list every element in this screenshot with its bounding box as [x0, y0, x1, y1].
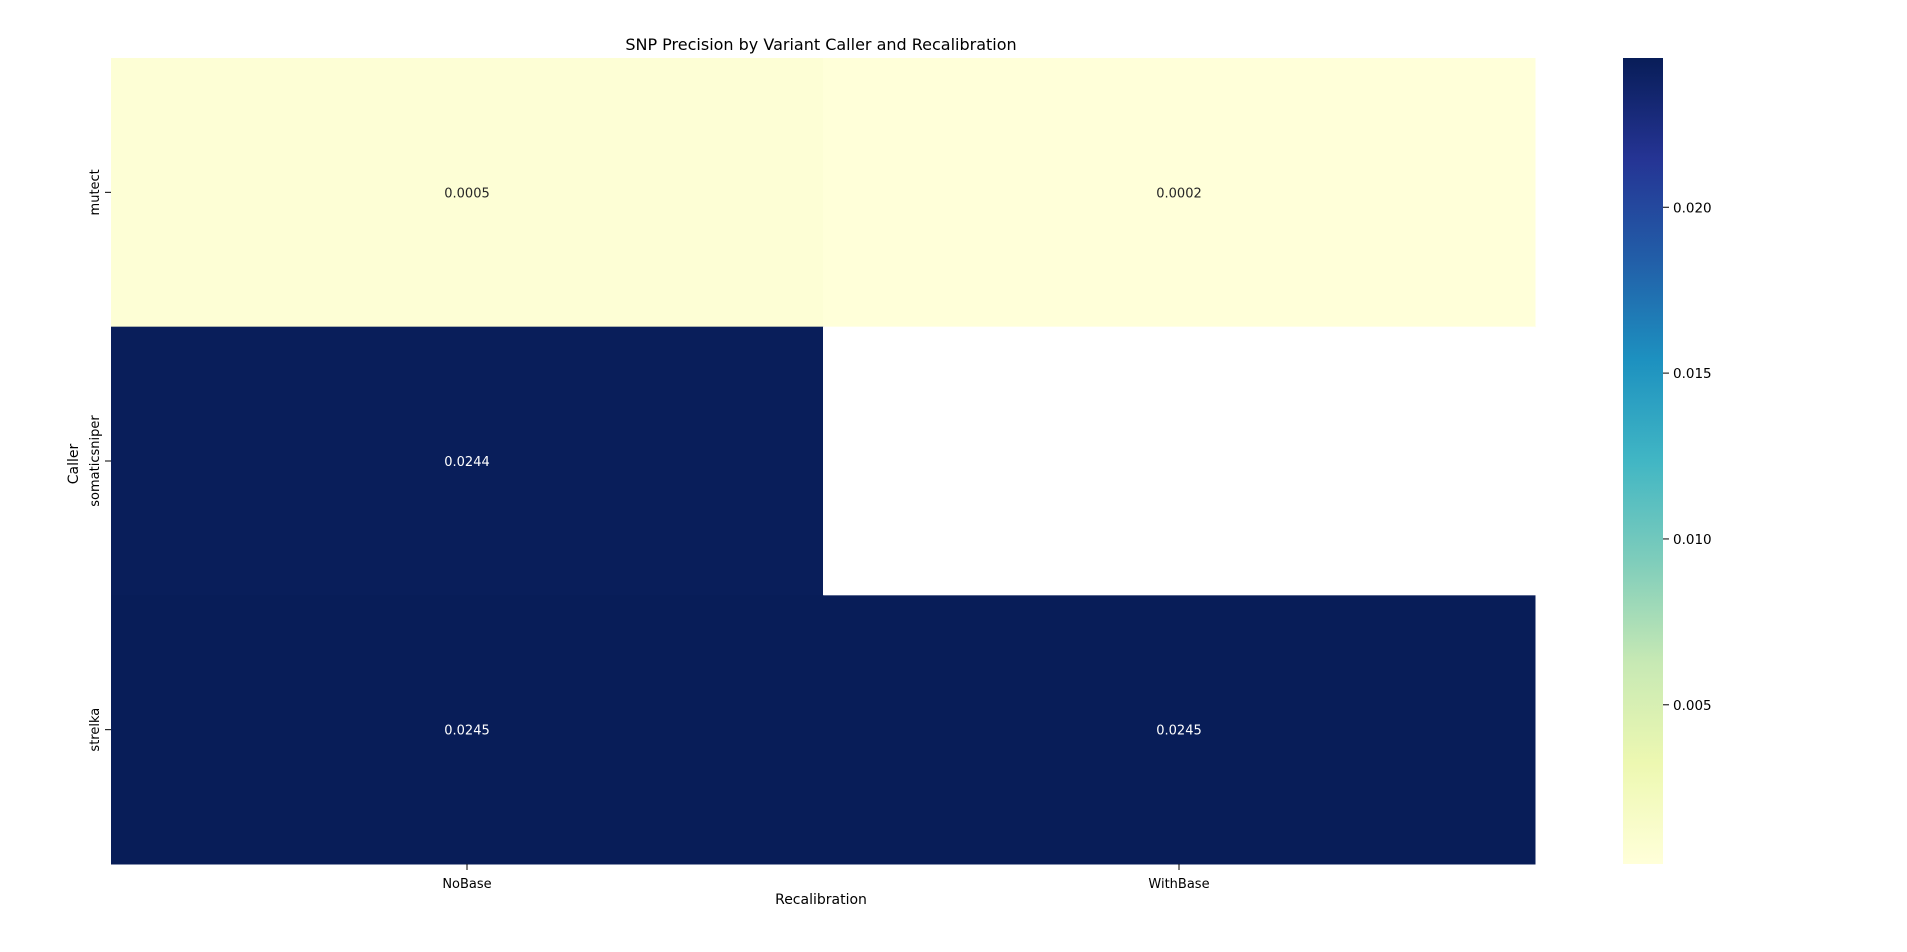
- heatmap-cell-label: 0.0245: [444, 724, 490, 739]
- x-axis: NoBase WithBase: [442, 864, 1210, 892]
- colorbar-tick-label: 0.015: [1673, 366, 1712, 382]
- x-tick-label: NoBase: [442, 877, 491, 892]
- heatmap-cell-label: 0.0005: [444, 186, 490, 201]
- chart-title: SNP Precision by Variant Caller and Reca…: [625, 35, 1016, 54]
- heatmap-cell: [111, 58, 824, 328]
- x-axis-label: Recalibration: [775, 892, 867, 908]
- heatmap-cell-label: 0.0244: [444, 455, 490, 470]
- colorbar-tick-label: 0.020: [1673, 200, 1712, 216]
- heatmap-cell-missing: [823, 326, 1535, 596]
- colorbar-gradient: [1623, 58, 1663, 864]
- heatmap-cell-label: 0.0002: [1156, 186, 1202, 201]
- heatmap-cell-labels: 0.0005 0.0002 0.0244 0.0245 0.0245: [444, 186, 1202, 738]
- heatmap-cells: [111, 58, 1536, 865]
- heatmap-cell: [823, 595, 1536, 865]
- colorbar-tick-label: 0.005: [1673, 698, 1712, 714]
- y-tick-label: somaticsniper: [88, 415, 103, 507]
- y-axis-label: Caller: [66, 444, 82, 485]
- y-tick-label: mutect: [88, 169, 103, 215]
- y-tick-label: strelka: [88, 708, 103, 752]
- colorbar: [1623, 58, 1663, 864]
- heatmap-cell-label: 0.0245: [1156, 724, 1202, 739]
- heatmap-cell: [823, 58, 1536, 328]
- colorbar-tick-label: 0.010: [1673, 532, 1712, 548]
- heatmap-cell: [111, 595, 824, 865]
- colorbar-ticks: 0.005 0.010 0.015 0.020: [1663, 200, 1712, 714]
- heatmap-cell: [111, 326, 824, 596]
- y-axis: mutect somaticsniper strelka: [88, 169, 111, 752]
- x-tick-label: WithBase: [1148, 877, 1209, 892]
